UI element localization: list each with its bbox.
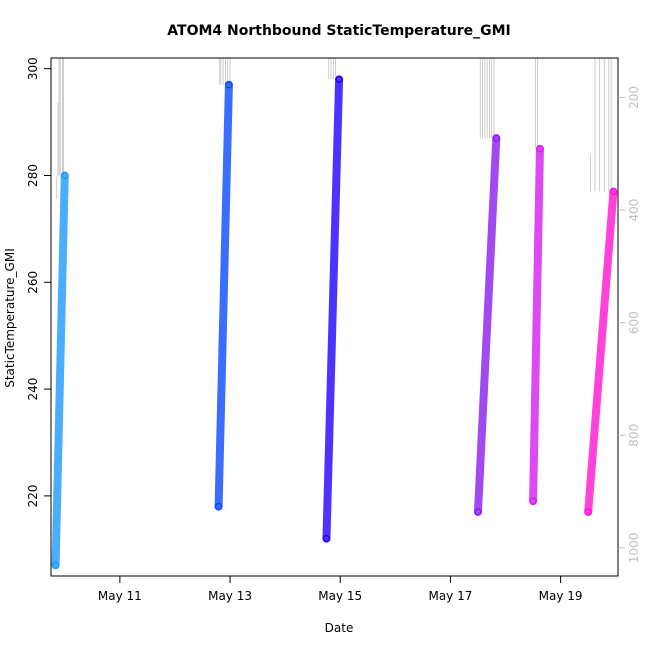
series-trace (584, 187, 618, 516)
data-point (61, 171, 69, 180)
y2-tick-label: 200 (627, 86, 641, 109)
data-point (51, 561, 60, 570)
y-axis-ticks: 220 240 260 280 300 (26, 57, 51, 507)
data-point (492, 134, 501, 142)
data-point (529, 497, 537, 505)
series-trace (214, 80, 233, 511)
y2-tick-label: 400 (627, 199, 641, 222)
x-tick-label: May 11 (98, 589, 142, 603)
y2-tick-label: 800 (627, 424, 641, 447)
y-tick-label: 220 (26, 484, 40, 507)
series-trace (51, 171, 69, 570)
data-point (474, 508, 482, 516)
y-tick-label: 240 (26, 378, 40, 401)
y-tick-label: 280 (26, 164, 40, 187)
y2-tick-label: 600 (627, 311, 641, 334)
x-axis-ticks: May 11 May 13 May 15 May 17 May 19 (98, 576, 583, 603)
data-point (335, 75, 343, 84)
y-tick-label: 300 (26, 57, 40, 80)
x-tick-label: May 17 (428, 589, 472, 603)
series-trace (473, 134, 501, 516)
y-tick-label: 260 (26, 271, 40, 294)
data-point (609, 187, 618, 196)
data-points (51, 75, 618, 570)
series-trace (322, 75, 344, 543)
data-point (536, 145, 544, 153)
data-point (584, 508, 592, 516)
chart-title: ATOM4 Northbound StaticTemperature_GMI (167, 23, 510, 39)
y2-tick-label: 1000 (627, 533, 641, 564)
x-axis-label: Date (325, 621, 354, 635)
y2-axis-ticks: 200 400 600 800 1000 (618, 86, 641, 563)
y-axis-label: StaticTemperature_GMI (3, 248, 17, 388)
data-point (225, 80, 233, 89)
series-trace (529, 144, 544, 506)
x-tick-label: May 13 (208, 589, 252, 603)
x-tick-label: May 15 (318, 589, 362, 603)
data-point (322, 534, 331, 543)
x-tick-label: May 19 (539, 589, 583, 603)
pressure-lines (56, 58, 612, 199)
plot-frame (50, 57, 619, 577)
data-point (214, 502, 223, 511)
